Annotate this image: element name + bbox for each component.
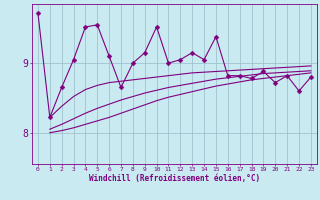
X-axis label: Windchill (Refroidissement éolien,°C): Windchill (Refroidissement éolien,°C): [89, 174, 260, 183]
